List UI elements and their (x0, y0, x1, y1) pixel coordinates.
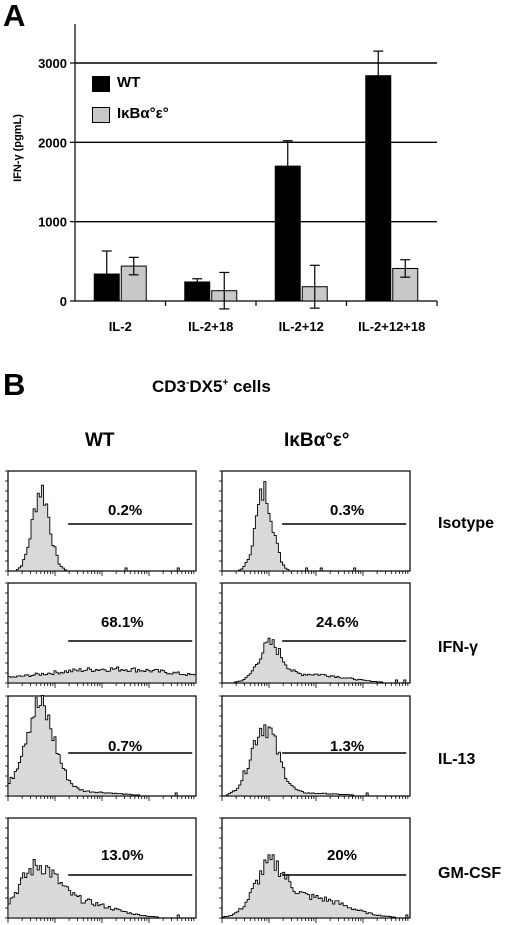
histograms (5, 470, 411, 923)
histogram-isotype-ko (219, 470, 411, 576)
histogram-frame (7, 582, 197, 684)
pct-wt-gm-csf: 13.0% (101, 847, 144, 864)
legend-label-wt: WT (117, 74, 141, 91)
y-axis-label: IFN-γ (pgmL) (12, 114, 24, 182)
panel-b-letter: B (3, 367, 26, 402)
y-tick-label: 3000 (38, 56, 67, 71)
legend-swatch-wt (92, 76, 110, 92)
y-tick-label: 1000 (38, 215, 67, 230)
histogram-curve (7, 859, 196, 919)
histogram-ifn-gamma-wt (5, 582, 197, 688)
y-tick-label: 0 (60, 294, 67, 309)
x-category-label: IL-2+18 (188, 319, 233, 334)
x-category-label: IL-2+12 (279, 319, 324, 334)
histogram-curve (222, 724, 410, 797)
pct-wt-isotype: 0.2% (108, 502, 143, 519)
pct-ko-isotype: 0.3% (330, 502, 365, 519)
bar-chart: 0 1000 2000 3000 IL-2 IL-2+18 IL-2+12 IL-2+12+1… (38, 24, 438, 334)
histogram-curve (222, 637, 410, 684)
x-category-label: IL-2 (109, 319, 132, 334)
histogram-curve (8, 484, 197, 572)
histogram-il-13-wt (5, 694, 197, 801)
histogram-frame (221, 582, 411, 684)
legend-swatch-ko (92, 107, 110, 123)
pct-wt-ifn-gamma: 68.1% (101, 614, 144, 631)
bar-wt (365, 75, 392, 302)
row-label-gm-csf: GM-CSF (438, 865, 502, 882)
histogram-ifn-gamma-ko (219, 582, 411, 688)
histogram-curve (222, 481, 410, 572)
legend-label-ko: IκBα°ε° (117, 105, 169, 122)
pct-ko-il-13: 1.3% (330, 738, 365, 755)
column-header-ko: IκBα°ε° (284, 430, 350, 451)
row-label-isotype: Isotype (438, 515, 495, 532)
histogram-curve (7, 694, 196, 797)
panel-a-letter: A (3, 0, 26, 33)
histogram-gm-csf-ko (219, 817, 411, 923)
row-label-il-13: IL-13 (438, 751, 476, 768)
bar-chart-plot: 0 1000 2000 3000 IL-2 IL-2+18 IL-2+12 IL-2+12+1… (38, 24, 438, 334)
histogram-curve (7, 666, 197, 684)
pct-ko-ifn-gamma: 24.6% (316, 614, 359, 631)
histogram-grid (5, 470, 411, 923)
histogram-gm-csf-wt (5, 817, 197, 923)
histogram-il-13-ko (219, 695, 411, 801)
y-tick-label: 2000 (38, 135, 67, 150)
pct-wt-il-13: 0.7% (108, 738, 143, 755)
panel-b-title: CD3-DX5+ cells (152, 377, 271, 396)
histogram-curve (221, 854, 410, 919)
histogram-isotype-wt (5, 470, 197, 576)
row-label-ifn-gamma: IFN-γ (438, 639, 478, 656)
x-category-label: IL-2+12+18 (358, 319, 425, 334)
column-header-wt: WT (85, 430, 115, 451)
pct-ko-gm-csf: 20% (327, 847, 358, 864)
